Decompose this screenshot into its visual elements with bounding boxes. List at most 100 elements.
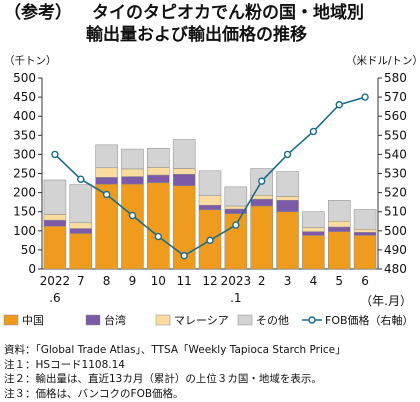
legend: 中国 台湾 マレーシア その他 FOB価格（右軸）: [3, 313, 414, 327]
bar-segment: [224, 205, 248, 210]
bar-segment: [250, 205, 273, 270]
x-tick-label: 5: [335, 274, 343, 288]
price-point: [335, 101, 343, 109]
right-tick-label: 560: [384, 109, 407, 123]
bar-segment: [43, 219, 67, 227]
left-tick-label: 300: [13, 147, 36, 161]
price-point: [206, 236, 214, 245]
bar-segment: [198, 170, 222, 196]
left-axis-unit: （千トン）: [4, 55, 57, 67]
bar-segment: [121, 176, 144, 185]
bar-segment: [172, 168, 196, 175]
legend-swatch: [3, 314, 19, 326]
chart-title: （参考） タイのタピオカでん粉の国・地域別 輸出量および輸出価格の推移: [0, 2, 420, 46]
bar-segment: [69, 184, 93, 224]
price-point: [77, 175, 85, 183]
chart-area: （千トン） （米ドル/トン） 0 50 100 150 200 250 300 350 400 4…: [3, 54, 420, 327]
x-tick-label: 4: [310, 274, 318, 288]
price-point: [361, 93, 369, 101]
bar-segment: [198, 204, 222, 211]
bar-segment: [224, 186, 248, 207]
left-tick-label: 350: [13, 128, 36, 142]
right-tick-label: 490: [384, 243, 407, 257]
note-2: 注２：輸出量は、直近13カ月（累計）の上位３カ国・地域を表示。: [4, 373, 322, 385]
x-tick-label: 7: [77, 274, 85, 288]
price-point: [51, 150, 59, 159]
right-tick-label: 520: [384, 186, 407, 200]
bar-segment: [69, 228, 93, 234]
title-tag: （参考）: [4, 3, 72, 23]
bar-segment: [250, 198, 273, 207]
price-point: [154, 232, 163, 241]
price-point: [180, 251, 188, 260]
x-tick-label: 2022: [40, 274, 71, 288]
right-tick-label: 480: [384, 262, 407, 276]
left-tick-label: 250: [13, 167, 36, 181]
bar-segment: [327, 221, 351, 228]
x-axis-unit: （年.月）: [360, 294, 412, 308]
bar-segment: [95, 144, 118, 169]
bar-segment: [121, 168, 144, 177]
bar-segment: [121, 183, 144, 270]
legend-label: 中国: [22, 314, 44, 327]
bar-segment: [276, 196, 299, 201]
bar-segment: [172, 174, 196, 186]
right-tick-label: 510: [384, 205, 407, 219]
bar-segment: [69, 222, 93, 229]
legend-label: その他: [256, 314, 289, 327]
bar-segment: [302, 211, 325, 228]
x-tick-label: 3: [284, 274, 292, 288]
bar-segment: [250, 195, 273, 200]
right-tick-label: 540: [384, 147, 407, 161]
bar-segment: [353, 229, 377, 233]
price-point: [128, 211, 137, 220]
left-tick-label: 150: [13, 205, 36, 219]
x-tick-label: 6: [361, 274, 369, 288]
legend-label: 台湾: [104, 313, 126, 327]
price-point: [283, 150, 292, 159]
bar-segment: [302, 231, 325, 236]
bar-segment: [302, 235, 325, 270]
left-tick-label: 200: [13, 186, 36, 200]
bar-segment: [327, 231, 351, 270]
right-tick-label: 580: [384, 71, 407, 85]
x-tick-sublabel: .6: [49, 291, 60, 305]
x-tick-label: 10: [151, 274, 166, 288]
bar-segment: [198, 195, 222, 206]
bar-segment: [43, 225, 67, 270]
right-tick-label: 550: [384, 128, 407, 142]
left-tick-label: 100: [13, 224, 36, 238]
price-point: [102, 190, 111, 199]
x-tick-label: 2: [258, 274, 266, 288]
bar-segment: [95, 167, 118, 178]
right-tick-label: 500: [384, 224, 407, 238]
bar-segment: [353, 232, 377, 236]
legend-marker: [308, 316, 316, 324]
bar-segment: [172, 139, 196, 169]
x-tick-sublabel: .1: [230, 291, 241, 305]
bar-segment: [327, 226, 351, 232]
legend-swatch: [155, 314, 171, 326]
legend-swatch: [85, 314, 101, 326]
note-1: 注１：HSコード1108.14: [4, 358, 125, 371]
bar-segment: [147, 174, 170, 183]
bar-segment: [147, 182, 170, 270]
bar-segment: [121, 148, 144, 170]
bar-segment: [276, 199, 299, 212]
note-source: 資料：「Global Trade Atlas」、TTSA「Weekly Tapi…: [4, 344, 346, 356]
legend-swatch: [237, 314, 253, 326]
plot-area: 0 50 100 150 200 250 300 350 400 450 500 480 490 500 5…: [13, 71, 407, 305]
bar-segment: [43, 214, 67, 221]
bar-segment: [327, 199, 351, 222]
x-tick-label: 8: [103, 274, 111, 288]
bar-segment: [43, 179, 67, 215]
legend-label: マレーシア: [174, 314, 229, 327]
bar-segment: [276, 171, 299, 197]
notes: 資料：「Global Trade Atlas」、TTSA「Weekly Tapi…: [4, 343, 418, 401]
right-tick-label: 530: [384, 167, 407, 181]
bar-segment: [95, 177, 118, 185]
bar-segment: [353, 209, 377, 230]
bar-segment: [69, 233, 93, 270]
x-tick-label: 11: [177, 274, 192, 288]
bar-segment: [276, 211, 299, 270]
